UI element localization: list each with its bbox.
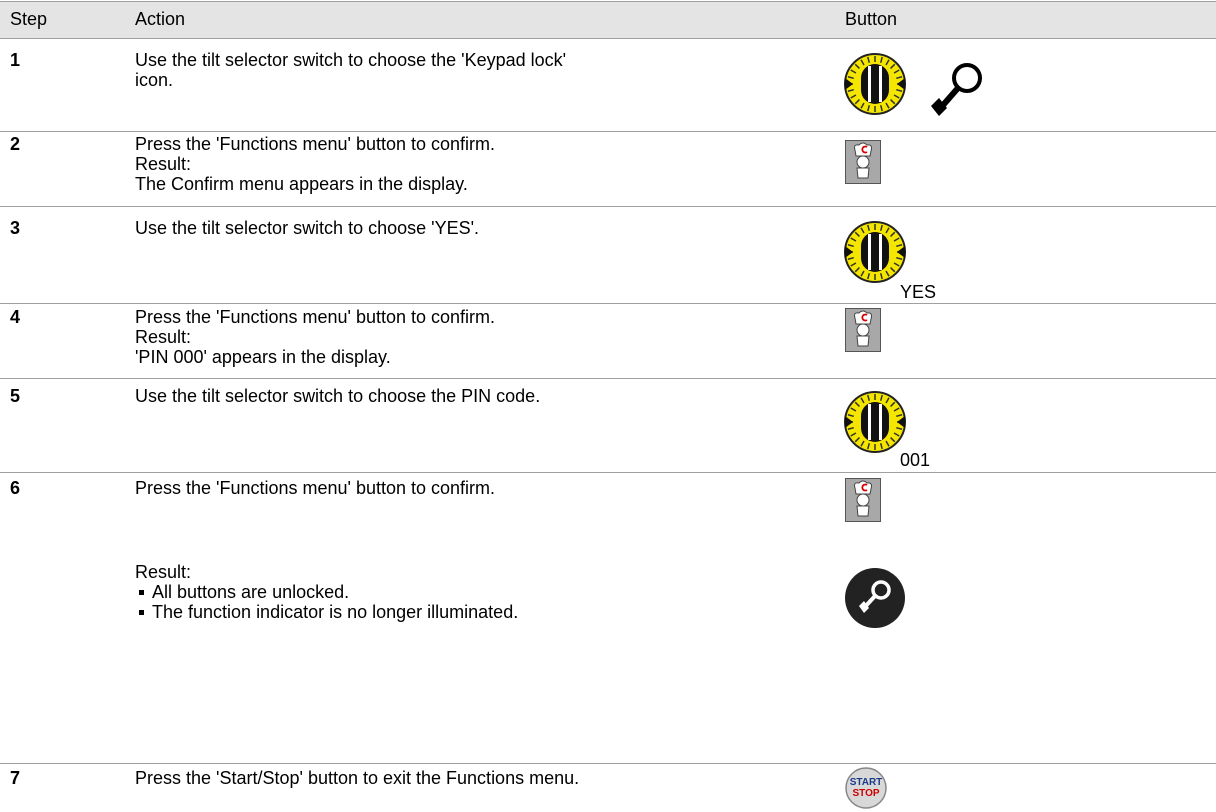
start-stop-icon: START STOP xyxy=(845,767,887,809)
result: 'PIN 000' appears in the display. xyxy=(135,347,391,367)
result-label: Result: xyxy=(135,562,192,582)
result-item: All buttons are unlocked. xyxy=(135,582,349,602)
action: Use the tilt selector switch to choose t… xyxy=(135,50,567,70)
action: Use the tilt selector switch to choose '… xyxy=(135,218,480,238)
rule xyxy=(0,1,1216,2)
dial-icon xyxy=(844,221,906,283)
action: Press the 'Functions menu' button to con… xyxy=(135,307,496,327)
step: 3 xyxy=(10,218,21,238)
header-band xyxy=(0,1,1216,38)
dial-icon xyxy=(844,391,906,453)
stop-label: STOP xyxy=(852,788,879,799)
step: 1 xyxy=(10,50,21,70)
result-text: The function indicator is no longer illu… xyxy=(152,602,519,622)
action: Use the tilt selector switch to choose t… xyxy=(135,386,541,406)
rule xyxy=(0,378,1216,379)
header: Button xyxy=(845,9,898,29)
menu-button-icon xyxy=(845,478,881,522)
step: 6 xyxy=(10,478,21,498)
step: 4 xyxy=(10,307,21,327)
header: Action xyxy=(135,9,186,29)
dial-icon xyxy=(844,53,906,115)
action: Press the 'Functions menu' button to con… xyxy=(135,134,496,154)
result-text: All buttons are unlocked. xyxy=(152,582,350,602)
step: 5 xyxy=(10,386,21,406)
rule xyxy=(0,303,1216,304)
action: Press the 'Functions menu' button to con… xyxy=(135,478,496,498)
rule xyxy=(0,763,1216,764)
rule xyxy=(0,131,1216,132)
rule xyxy=(0,206,1216,207)
unlock-indicator-icon xyxy=(845,568,905,628)
menu-button-icon xyxy=(845,140,881,184)
result-label: Result: xyxy=(135,154,192,174)
result: The Confirm menu appears in the display. xyxy=(135,174,468,194)
step: 7 xyxy=(10,768,21,788)
step: 2 xyxy=(10,134,21,154)
result-item: The function indicator is no longer illu… xyxy=(135,602,518,622)
button-label: 001 xyxy=(900,450,931,470)
header: Step xyxy=(10,9,48,29)
action: icon. xyxy=(135,70,174,90)
rule xyxy=(0,472,1216,473)
result-label: Result: xyxy=(135,327,192,347)
rule xyxy=(0,38,1216,39)
menu-button-icon xyxy=(845,308,881,352)
action: Press the 'Start/Stop' button to exit th… xyxy=(135,768,580,788)
key-icon xyxy=(931,63,982,116)
start-label: START xyxy=(850,777,883,788)
button-label: YES xyxy=(900,282,937,302)
